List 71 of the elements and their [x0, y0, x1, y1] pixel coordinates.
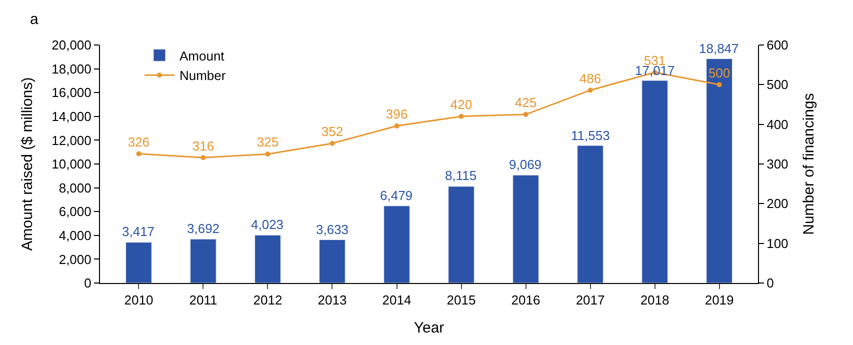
data-label: 425 — [514, 95, 537, 110]
point — [394, 123, 400, 128]
x-tick-label: 2012 — [253, 292, 282, 308]
point — [716, 82, 722, 88]
data-label: 8,115 — [445, 168, 477, 183]
bar — [126, 242, 152, 283]
bar — [319, 240, 346, 283]
y-tick-label: 0 — [84, 276, 92, 291]
x-tick-label: 2010 — [124, 292, 154, 308]
y2-tick-label: 500 — [766, 77, 788, 92]
x-tick-label: 2019 — [704, 292, 734, 308]
x-tick-label: 2014 — [382, 292, 412, 308]
y-tick-label: 16,000 — [52, 85, 92, 100]
x-tick-label: 2015 — [446, 292, 476, 308]
data-label: 11,553 — [571, 128, 610, 143]
data-label: 325 — [256, 134, 279, 150]
y2-axis-title: Number of financings — [800, 93, 818, 235]
bar — [512, 174, 539, 283]
y-tick-label: 4,000 — [58, 228, 92, 243]
data-label: 316 — [192, 138, 214, 154]
y-tick-label: 14,000 — [52, 108, 92, 124]
data-label: 486 — [579, 70, 602, 86]
point — [136, 151, 142, 156]
x-tick-label: 2018 — [640, 292, 670, 308]
point — [458, 114, 464, 119]
point — [200, 155, 206, 160]
data-label: 6,479 — [380, 188, 413, 203]
data-label: 4,023 — [251, 217, 284, 232]
data-label: 3,692 — [187, 221, 220, 236]
data-label: 396 — [386, 106, 408, 122]
bar — [254, 234, 281, 283]
data-label: 3,633 — [316, 222, 349, 237]
y2-tick-label: 100 — [766, 236, 788, 251]
data-label: 18,847 — [699, 41, 739, 56]
y-axis-title: Amount raised ($ millions) — [18, 77, 36, 251]
y-tick-label: 18,000 — [52, 61, 92, 76]
point — [523, 112, 528, 117]
legend-label: Number — [179, 68, 226, 84]
x-tick-label: 2011 — [189, 292, 218, 308]
x-tick-label: 2013 — [318, 292, 347, 308]
x-axis-title: Year — [414, 320, 444, 337]
data-label: 9,069 — [509, 157, 542, 172]
data-label: 326 — [128, 134, 150, 150]
data-label: 420 — [450, 97, 472, 112]
x-tick-label: 2017 — [576, 292, 605, 308]
y-tick-label: 12,000 — [52, 132, 92, 148]
data-label: 352 — [321, 124, 344, 139]
data-label: 3,417 — [122, 224, 155, 239]
point — [330, 140, 335, 146]
point — [265, 152, 270, 157]
point — [588, 88, 593, 93]
y2-tick-label: 600 — [766, 38, 788, 53]
y2-tick-label: 0 — [766, 276, 774, 291]
bar — [577, 145, 604, 283]
legend-label: Amount — [179, 48, 225, 64]
y-tick-label: 6,000 — [58, 204, 92, 220]
y-tick-label: 20,000 — [52, 38, 92, 53]
bar — [706, 58, 732, 283]
bar — [384, 206, 410, 283]
y2-tick-label: 400 — [766, 116, 788, 132]
bar — [642, 80, 668, 283]
x-tick-label: 2016 — [511, 292, 540, 308]
y2-tick-label: 200 — [766, 196, 788, 212]
text: a — [30, 11, 39, 28]
bar — [448, 186, 474, 283]
data-label: 500 — [708, 65, 730, 80]
y-tick-label: 10,000 — [52, 156, 92, 172]
bar — [190, 238, 216, 283]
y-tick-label: 8,000 — [58, 180, 92, 196]
y2-tick-label: 300 — [766, 156, 788, 172]
y-tick-label: 2,000 — [58, 252, 92, 267]
